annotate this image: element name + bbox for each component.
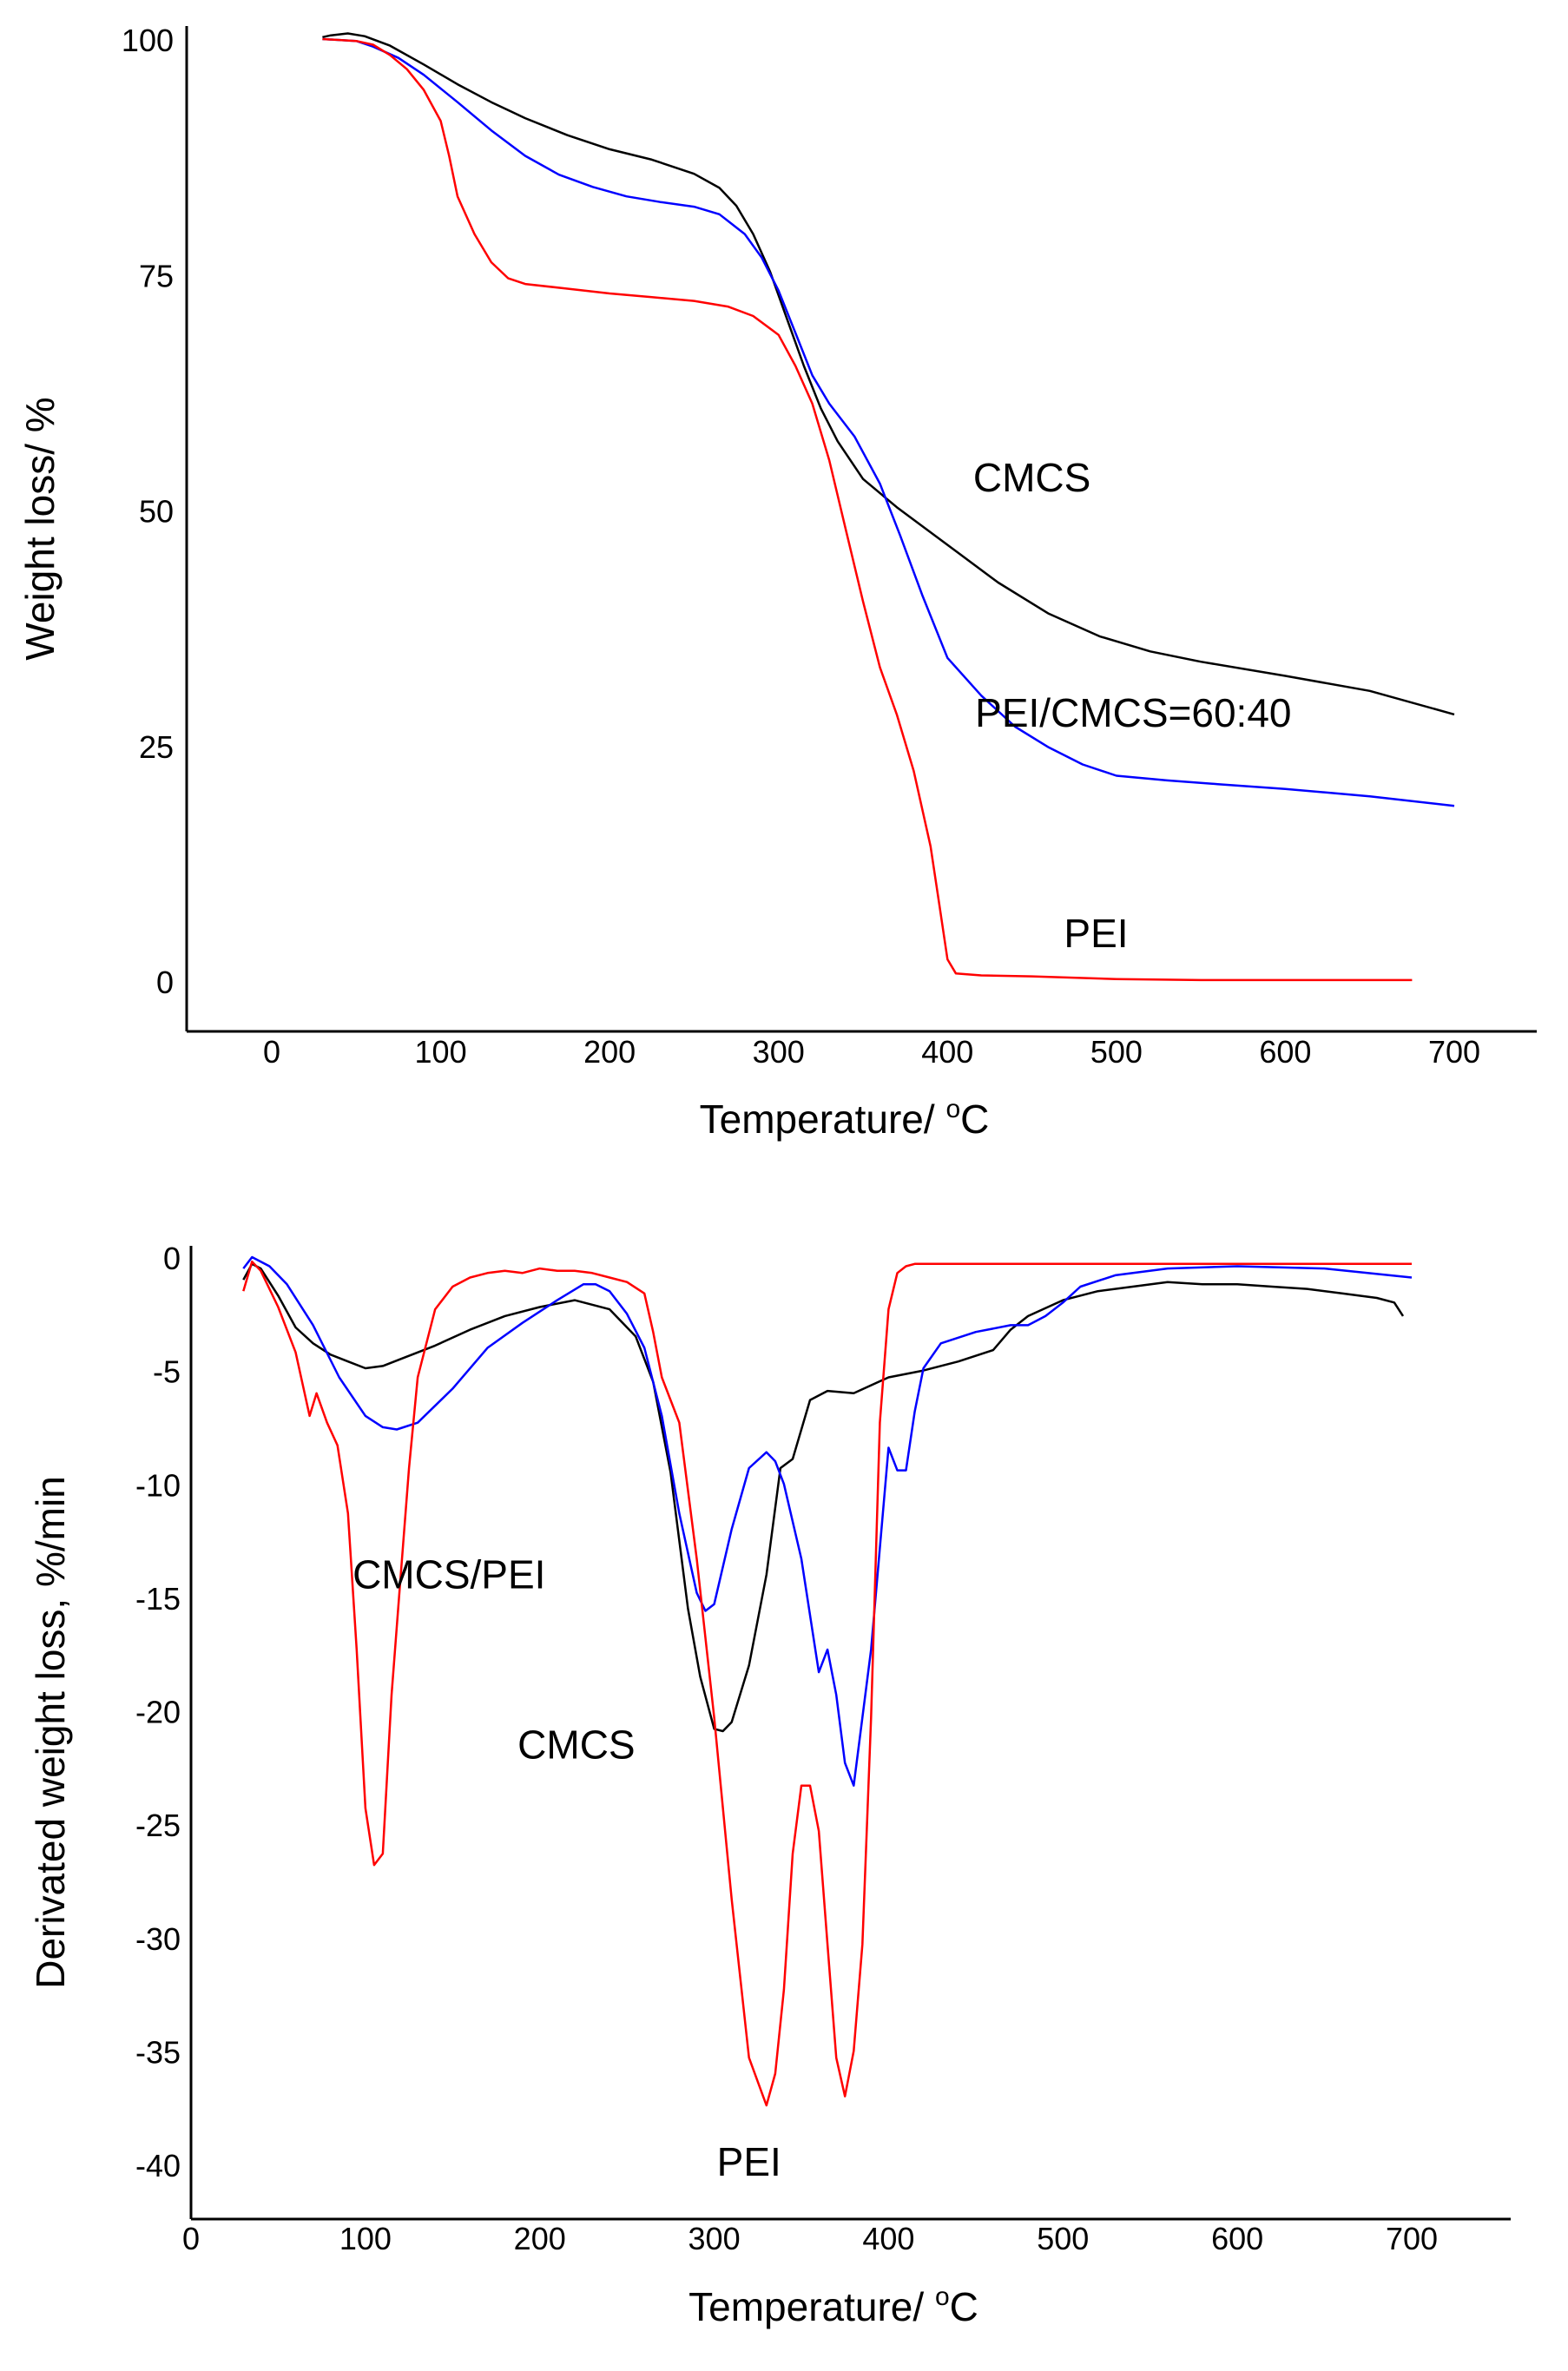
series-annotation: PEI — [717, 2139, 781, 2184]
y-tick-label: -15 — [135, 1581, 181, 1617]
x-tick-label: 600 — [1211, 2221, 1263, 2256]
y-tick-label: -10 — [135, 1467, 181, 1503]
x-axis-title-main: Temperature/ — [700, 1097, 946, 1142]
series-line-cmcs-pei — [242, 1255, 1413, 1787]
y-tick-label: 0 — [163, 1241, 181, 1276]
y-tick-label: -35 — [135, 2034, 181, 2070]
y-tick-label: 100 — [122, 23, 174, 58]
x-tick-label: 300 — [753, 1034, 805, 1070]
x-axis-title: Temperature/ oC — [688, 2282, 978, 2329]
x-tick-label: 100 — [339, 2221, 392, 2256]
y-tick-label: -25 — [135, 1808, 181, 1843]
y-axis-title: Weight loss/ % — [17, 397, 63, 660]
x-tick-label: 400 — [921, 1034, 973, 1070]
x-tick-label: 200 — [583, 1034, 636, 1070]
series-annotation: CMCS/PEI — [352, 1551, 545, 1597]
x-tick-label: 200 — [514, 2221, 566, 2256]
x-tick-label: 0 — [263, 1034, 280, 1070]
series-annotation: CMCS — [973, 455, 1090, 500]
x-axis-title-unit: C — [960, 1097, 989, 1142]
y-tick-label: -20 — [135, 1695, 181, 1730]
x-axis-title-degree: o — [945, 1095, 960, 1123]
x-axis-title: Temperature/ oC — [700, 1095, 990, 1142]
series-line-cmcs — [242, 1262, 1405, 1733]
x-tick-label: 300 — [688, 2221, 741, 2256]
series-annotation: PEI/CMCS=60:40 — [975, 690, 1291, 735]
x-tick-label: 400 — [862, 2221, 914, 2256]
y-tick-label: -5 — [153, 1354, 181, 1390]
series-line-cmcs — [322, 32, 1455, 716]
series-line-pei-cmcs-60-40 — [322, 37, 1455, 807]
x-tick-label: 700 — [1386, 2221, 1438, 2256]
x-tick-label: 500 — [1037, 2221, 1089, 2256]
y-axis-title: Derivated weight loss, %/min — [28, 1476, 73, 1989]
y-tick-label: 0 — [156, 965, 174, 1000]
x-axis-title-main: Temperature/ — [688, 2284, 935, 2329]
x-tick-label: 700 — [1428, 1034, 1480, 1070]
y-tick-label: -40 — [135, 2148, 181, 2183]
series-line-pei — [242, 1260, 1412, 2107]
series-annotation: CMCS — [517, 1722, 635, 1767]
y-tick-label: -30 — [135, 1921, 181, 1957]
y-tick-label: 25 — [139, 729, 174, 765]
x-axis-title-unit: C — [950, 2284, 978, 2329]
series-line-pei — [322, 37, 1413, 982]
dtg-chart: 0 100 200 300 400 500 600 700 0 -5 -10 -15 -20 -25 -30… — [28, 1241, 1511, 2329]
y-tick-label: 75 — [139, 258, 174, 293]
x-axis-title-degree: o — [935, 2282, 950, 2311]
series-annotation: PEI — [1064, 911, 1128, 956]
x-tick-label: 100 — [415, 1034, 467, 1070]
x-tick-label: 600 — [1259, 1034, 1311, 1070]
y-tick-label: 50 — [139, 494, 174, 530]
x-tick-label: 500 — [1090, 1034, 1143, 1070]
x-tick-label: 0 — [182, 2221, 200, 2256]
tga-chart: 0 100 200 300 400 500 600 700 0 25 50 75 100 Temperat… — [17, 23, 1537, 1142]
